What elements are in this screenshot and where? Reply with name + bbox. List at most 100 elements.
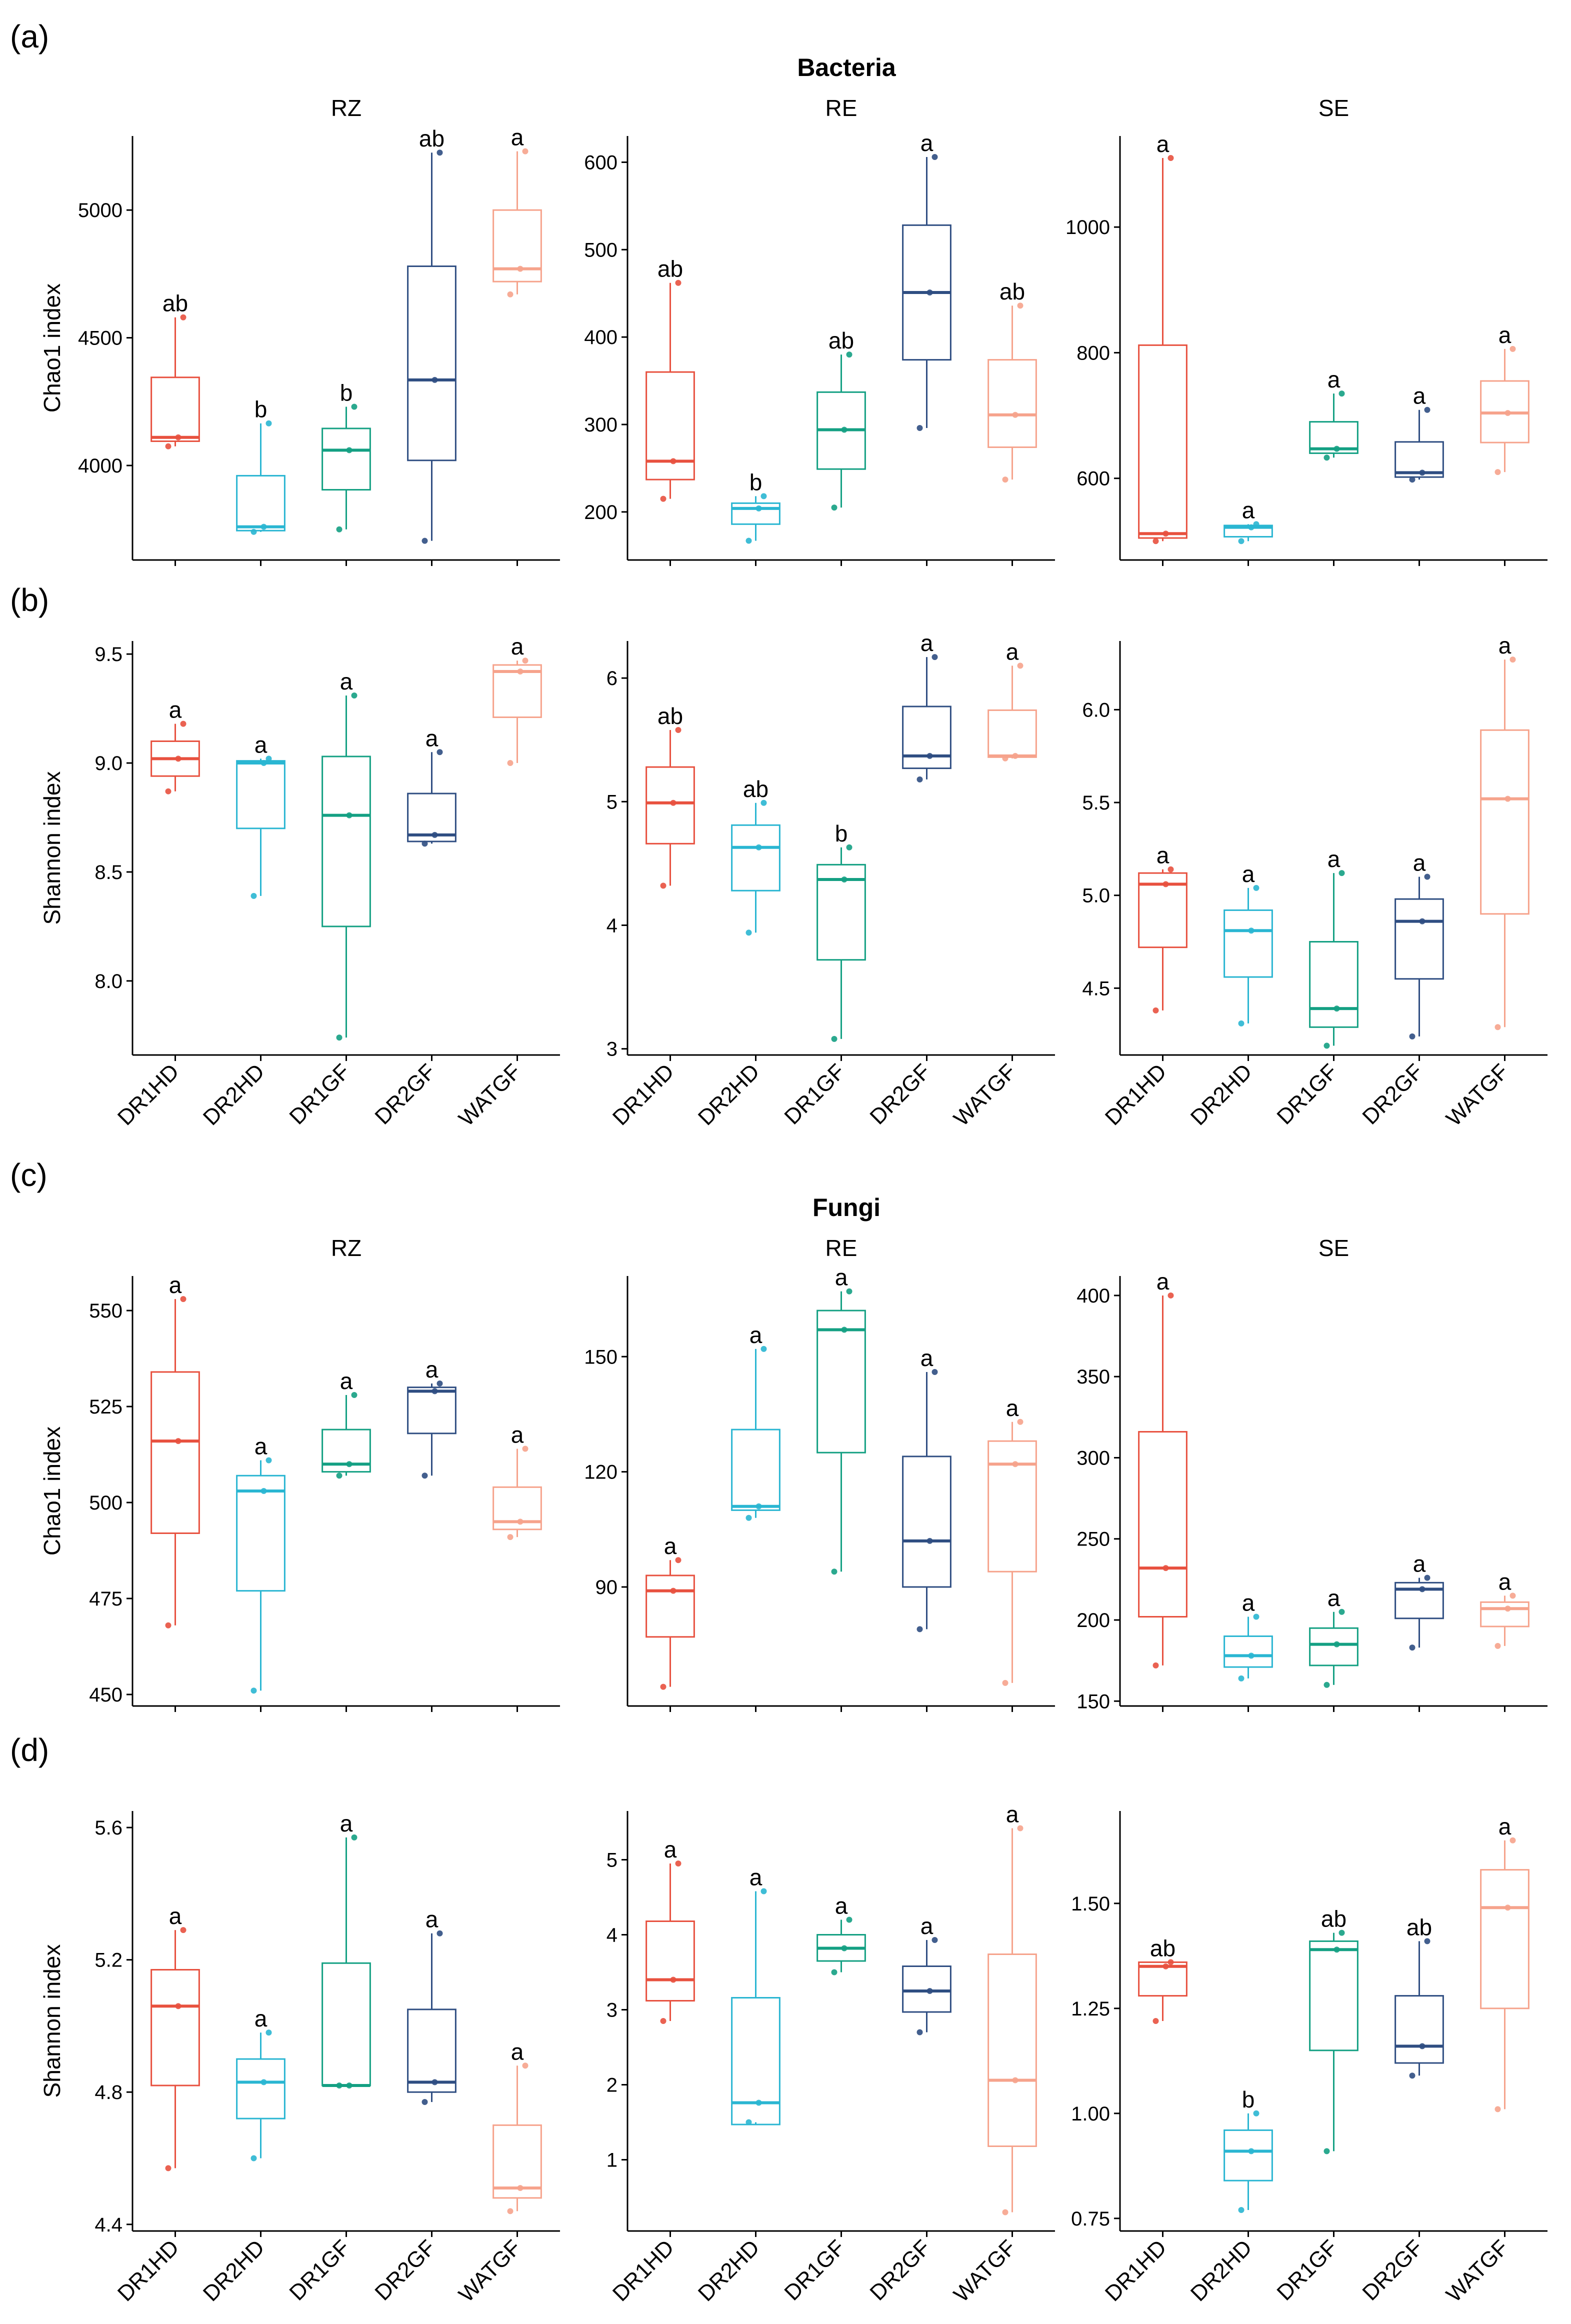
facet-title-rz: RZ (331, 95, 362, 121)
x-tick-label: DR1HD (113, 2235, 184, 2306)
y-tick-label: 250 (1076, 1528, 1110, 1550)
data-point (1504, 410, 1511, 416)
y-tick-label: 600 (584, 152, 618, 174)
data-point (250, 2155, 257, 2162)
data-point (1238, 2207, 1244, 2213)
x-tick-label: WATGF (454, 1059, 526, 1131)
data-point (670, 1588, 676, 1594)
data-point (1424, 406, 1430, 413)
x-tick-label: WATGF (949, 1059, 1021, 1131)
data-point (336, 526, 342, 532)
data-point (346, 1461, 352, 1468)
significance-letter: a (1006, 638, 1019, 664)
data-point (1253, 1614, 1260, 1620)
y-tick-label: 5.5 (1082, 792, 1110, 814)
data-point (760, 493, 767, 500)
data-point (1334, 1946, 1340, 1953)
data-point (266, 2030, 272, 2036)
data-point (1510, 656, 1516, 663)
x-tick-label: DR1GF (284, 2235, 354, 2305)
data-point (1238, 538, 1244, 544)
significance-letter: a (511, 634, 524, 660)
significance-letter: ab (658, 703, 683, 729)
iqr-box (1224, 524, 1273, 538)
box-watgf: ab (988, 278, 1037, 566)
y-tick-label: 4 (606, 914, 618, 936)
iqr-box (236, 1474, 286, 1592)
data-point (336, 1472, 342, 1479)
chart-a-re: 200 300 400 500 600 RE ab b ab a ab (584, 95, 1055, 566)
chart-c-rz: 450 475 500 525 550 Chao1 index RZ a a a a a (39, 1235, 560, 1712)
data-point (1162, 1565, 1169, 1572)
iqr-box (492, 209, 542, 282)
data-point (831, 1568, 838, 1575)
significance-letter: a (340, 1810, 353, 1836)
data-point (746, 538, 752, 544)
box-dr2gf: a DR2GF (370, 725, 456, 1130)
data-point (517, 668, 524, 675)
data-point (1324, 2148, 1330, 2154)
data-point (1152, 1662, 1159, 1668)
iqr-box (407, 266, 456, 462)
significance-letter: a (664, 1533, 677, 1559)
iqr-box (1394, 441, 1444, 478)
data-point (436, 150, 443, 156)
data-point (1419, 918, 1426, 924)
data-point (260, 1488, 267, 1494)
data-point (266, 420, 272, 426)
y-tick-label: 475 (89, 1588, 122, 1610)
x-tick-label: DR2HD (198, 2235, 270, 2306)
iqr-box (988, 709, 1037, 758)
box-dr1gf: a DR1GF (1272, 846, 1358, 1130)
data-point (841, 426, 848, 433)
x-tick-label: DR2GF (865, 2235, 935, 2305)
y-axis-label: Chao1 index (39, 284, 65, 412)
y-tick-label: 5.6 (94, 1817, 122, 1839)
data-point (260, 760, 267, 766)
data-point (165, 1622, 172, 1628)
significance-letter: a (1498, 1568, 1512, 1594)
significance-letter: a (1006, 1802, 1019, 1828)
x-tick-label: DR1GF (780, 1059, 850, 1129)
data-point (831, 504, 838, 511)
y-tick-label: 5 (606, 1850, 618, 1872)
x-tick-label: DR1GF (780, 2235, 850, 2305)
chart-a-se: 600 800 1000 SE a a a a a (1066, 95, 1548, 566)
data-point (507, 760, 514, 766)
data-point (1419, 470, 1426, 476)
data-point (1334, 1006, 1340, 1012)
y-tick-label: 8.5 (94, 862, 122, 884)
data-point (932, 1937, 938, 1943)
y-tick-label: 300 (584, 414, 618, 436)
data-point (1168, 154, 1174, 161)
significance-letter: a (920, 130, 934, 156)
data-point (351, 692, 358, 698)
data-point (1248, 928, 1254, 934)
box-dr2gf: ab (407, 126, 456, 566)
data-point (1419, 1586, 1426, 1592)
iqr-box (646, 766, 695, 844)
data-point (660, 1684, 666, 1690)
box-dr2gf: a (1394, 1551, 1444, 1712)
box-watgf: a WATGF (1442, 1814, 1530, 2307)
significance-letter: a (1413, 850, 1426, 876)
x-tick-label: DR2HD (694, 2235, 764, 2306)
iqr-box (816, 1310, 866, 1454)
y-tick-label: 4 (606, 1924, 618, 1946)
significance-letter: a (1242, 861, 1255, 887)
significance-letter: ab (828, 328, 854, 354)
y-axis-label: Shannon index (39, 772, 65, 925)
data-point (1017, 1418, 1024, 1425)
iqr-box (646, 1574, 695, 1638)
x-tick-label: DR1HD (608, 1059, 679, 1130)
iqr-box (492, 1486, 542, 1530)
data-point (1012, 412, 1018, 418)
y-tick-label: 350 (1076, 1366, 1110, 1388)
iqr-box (322, 756, 371, 928)
iqr-box (902, 1966, 952, 2013)
iqr-box (1309, 421, 1358, 454)
data-point (675, 1860, 682, 1866)
data-point (756, 2100, 762, 2106)
y-tick-label: 450 (89, 1684, 122, 1706)
